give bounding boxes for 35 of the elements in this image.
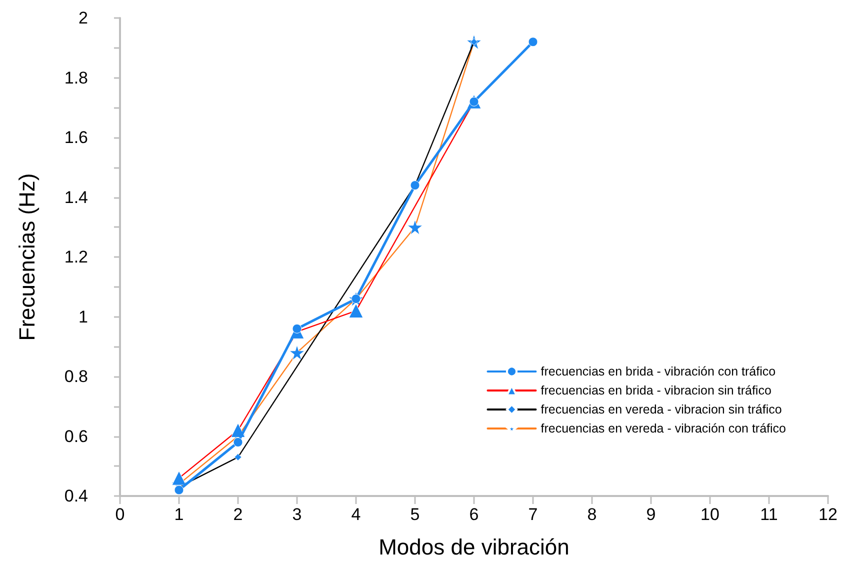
legend-label: frecuencias en brida - vibración con tráfico (540, 364, 776, 378)
y-tick-label: 1.8 (64, 68, 88, 88)
y-tick-label: 1 (78, 307, 88, 326)
x-tick-label: 6 (469, 505, 479, 524)
point (174, 485, 184, 495)
x-tick-label: 1 (174, 505, 184, 524)
x-axis-title: Modos de vibración (378, 534, 570, 560)
x-tick-label: 12 (818, 505, 838, 524)
x-tick-label: 0 (115, 505, 125, 524)
point (289, 344, 305, 360)
x-tick-label: 5 (410, 505, 420, 524)
x-tick-label: 11 (760, 505, 778, 524)
point (172, 470, 186, 486)
y-tick-label: 0.4 (64, 486, 88, 506)
legend-label: frecuencias en vereda - vibracion sin tráfico (540, 402, 782, 416)
x-tick-label: 2 (233, 505, 243, 524)
y-tick-label: 2 (78, 8, 88, 28)
x-tick-label: 9 (646, 505, 656, 524)
x-tick-label: 3 (292, 505, 302, 524)
y-axis-title: Frecuencias (Hz) (14, 173, 40, 341)
y-tick-label: 1.6 (64, 128, 88, 147)
x-tick-label: 8 (587, 505, 597, 524)
x-tick-label: 10 (700, 505, 720, 524)
point (292, 324, 302, 334)
point (348, 304, 364, 318)
point (407, 219, 423, 235)
y-tick-label: 1.2 (64, 248, 88, 266)
x-tick-label: 7 (528, 505, 538, 524)
x-tick-label: 4 (351, 505, 361, 524)
point (528, 37, 538, 47)
y-tick-label: 1.4 (64, 188, 88, 207)
y-tick-label: 0.6 (64, 426, 88, 446)
legend-label: frecuencias en vereda - vibración con tráfico (540, 422, 786, 436)
y-tick-label: 0.8 (64, 367, 88, 386)
legend-label: frecuencias en brida - vibracion sin tráfico (540, 384, 772, 398)
